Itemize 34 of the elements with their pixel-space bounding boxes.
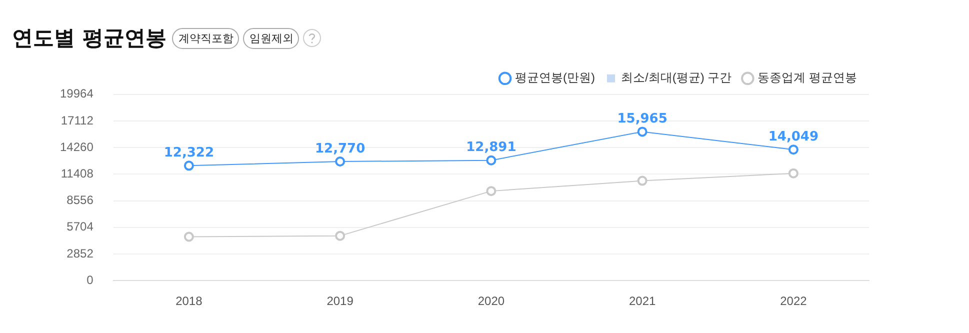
point	[184, 232, 194, 242]
y-tick-label: 0	[86, 272, 94, 287]
y-tick-label: 14260	[60, 140, 94, 154]
data-label: 12,770	[314, 141, 366, 156]
y-tick-label: 8556	[66, 193, 94, 208]
data-label: 12,891	[466, 140, 516, 156]
point	[335, 230, 346, 241]
point	[335, 156, 346, 166]
x-tick-label: 2019	[326, 294, 354, 308]
data-label: 14,049	[768, 129, 819, 144]
data-label: 12,322	[164, 146, 214, 161]
point	[637, 176, 648, 186]
y-tick-label: 17112	[60, 113, 94, 128]
legend-label: 최소/최대(평균) 구간	[621, 70, 732, 85]
point	[637, 126, 648, 137]
point	[486, 186, 496, 196]
text: 임원제외	[243, 28, 300, 48]
chart-title: 연도별 평균연봉	[12, 25, 166, 52]
y-tick-label: 11408	[60, 166, 94, 181]
data-label: 15,965	[617, 112, 668, 127]
point	[788, 144, 798, 155]
legend-label: 평균연봉(만원)	[515, 70, 596, 85]
y-tick-label: 5704	[66, 220, 94, 234]
point	[788, 168, 798, 178]
point	[184, 160, 194, 171]
x-tick-label: 2018	[176, 294, 203, 308]
point	[486, 155, 496, 166]
y-tick-label: 2852	[66, 246, 94, 260]
x-tick-label: 2022	[780, 294, 808, 308]
legend-label: 동종업계 평균연봉	[758, 70, 858, 85]
x-tick-label: 2021	[628, 294, 656, 308]
x-tick-label: 2020	[478, 294, 505, 308]
y-tick-label: 19964	[60, 86, 94, 101]
text: 계약직포함	[172, 28, 240, 48]
